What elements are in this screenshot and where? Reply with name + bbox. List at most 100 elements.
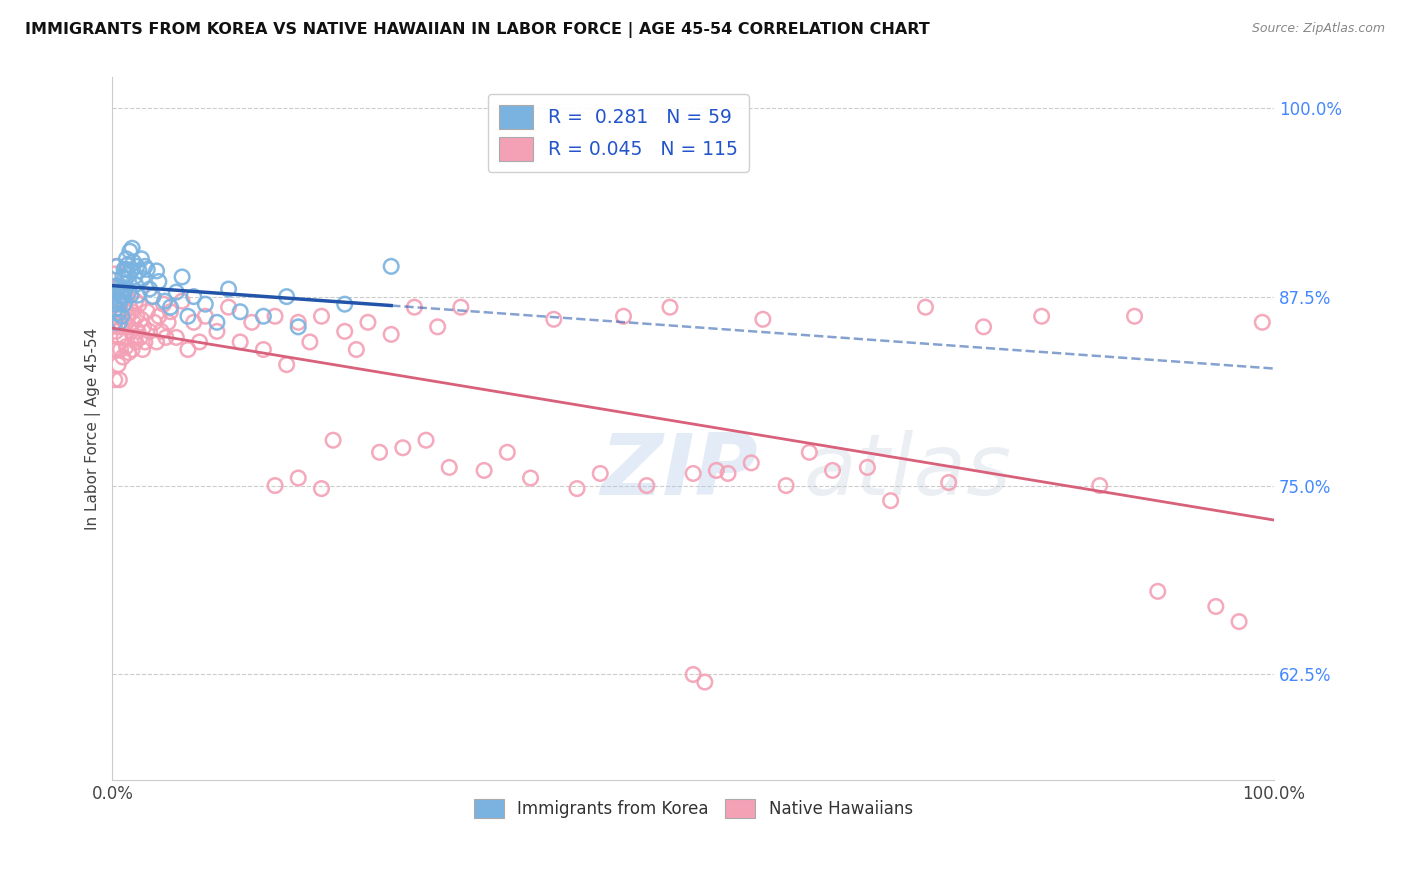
Point: [108, 297, 131, 311]
Point: [111, 269, 134, 284]
Text: Source: ZipAtlas.com: Source: ZipAtlas.com: [1251, 22, 1385, 36]
Point: [1123, 310, 1146, 324]
Point: [380, 327, 402, 342]
Point: [706, 463, 728, 477]
Point: [287, 471, 309, 485]
Point: [717, 467, 740, 481]
Point: [124, 294, 146, 309]
Point: [121, 241, 143, 255]
Point: [1251, 315, 1274, 329]
Point: [148, 310, 170, 324]
Point: [543, 312, 565, 326]
Point: [141, 290, 163, 304]
Point: [264, 478, 287, 492]
Point: [240, 315, 263, 329]
Point: [143, 315, 166, 329]
Point: [322, 434, 344, 448]
Point: [111, 282, 134, 296]
Point: [148, 275, 170, 289]
Point: [287, 319, 309, 334]
Point: [1227, 615, 1250, 629]
Point: [155, 330, 177, 344]
Point: [496, 445, 519, 459]
Point: [104, 324, 127, 338]
Point: [194, 297, 217, 311]
Point: [107, 294, 129, 309]
Point: [589, 467, 612, 481]
Point: [612, 310, 634, 324]
Point: [183, 315, 205, 329]
Point: [131, 271, 153, 285]
Point: [103, 297, 125, 311]
Point: [104, 279, 127, 293]
Point: [108, 330, 131, 344]
Point: [112, 297, 135, 311]
Point: [108, 294, 131, 309]
Y-axis label: In Labor Force | Age 45-54: In Labor Force | Age 45-54: [86, 327, 101, 530]
Point: [108, 315, 131, 329]
Point: [105, 260, 128, 274]
Point: [879, 493, 901, 508]
Point: [104, 285, 127, 299]
Point: [118, 300, 141, 314]
Point: [122, 315, 145, 329]
Point: [120, 288, 142, 302]
Point: [439, 460, 461, 475]
Point: [472, 463, 495, 477]
Point: [205, 324, 228, 338]
Point: [177, 310, 200, 324]
Point: [153, 294, 176, 309]
Point: [1146, 584, 1168, 599]
Point: [112, 297, 135, 311]
Point: [775, 478, 797, 492]
Point: [110, 304, 132, 318]
Point: [218, 282, 240, 296]
Point: [426, 319, 449, 334]
Point: [124, 277, 146, 292]
Point: [276, 290, 298, 304]
Point: [108, 373, 131, 387]
Point: [114, 271, 136, 285]
Point: [103, 297, 125, 311]
Point: [107, 358, 129, 372]
Point: [1205, 599, 1227, 614]
Point: [120, 264, 142, 278]
Point: [264, 310, 287, 324]
Point: [129, 330, 152, 344]
Point: [111, 290, 134, 304]
Point: [136, 262, 159, 277]
Point: [172, 269, 194, 284]
Point: [111, 350, 134, 364]
Point: [117, 258, 139, 272]
Point: [404, 300, 426, 314]
Point: [136, 304, 159, 318]
Point: [107, 306, 129, 320]
Point: [752, 312, 775, 326]
Point: [114, 315, 136, 329]
Point: [658, 300, 681, 314]
Point: [188, 334, 211, 349]
Point: [105, 343, 128, 357]
Point: [111, 310, 134, 324]
Point: [138, 324, 160, 338]
Point: [298, 334, 321, 349]
Point: [252, 343, 274, 357]
Point: [104, 301, 127, 316]
Point: [682, 467, 704, 481]
Point: [112, 262, 135, 277]
Point: [118, 244, 141, 259]
Point: [103, 343, 125, 357]
Point: [134, 260, 156, 274]
Point: [938, 475, 960, 490]
Legend: Immigrants from Korea, Native Hawaiians: Immigrants from Korea, Native Hawaiians: [467, 792, 920, 825]
Point: [118, 285, 141, 299]
Point: [120, 324, 142, 338]
Point: [110, 343, 132, 357]
Point: [165, 285, 187, 299]
Point: [124, 334, 146, 349]
Point: [205, 315, 228, 329]
Point: [172, 294, 194, 309]
Point: [110, 288, 132, 302]
Point: [142, 290, 165, 304]
Point: [157, 315, 180, 329]
